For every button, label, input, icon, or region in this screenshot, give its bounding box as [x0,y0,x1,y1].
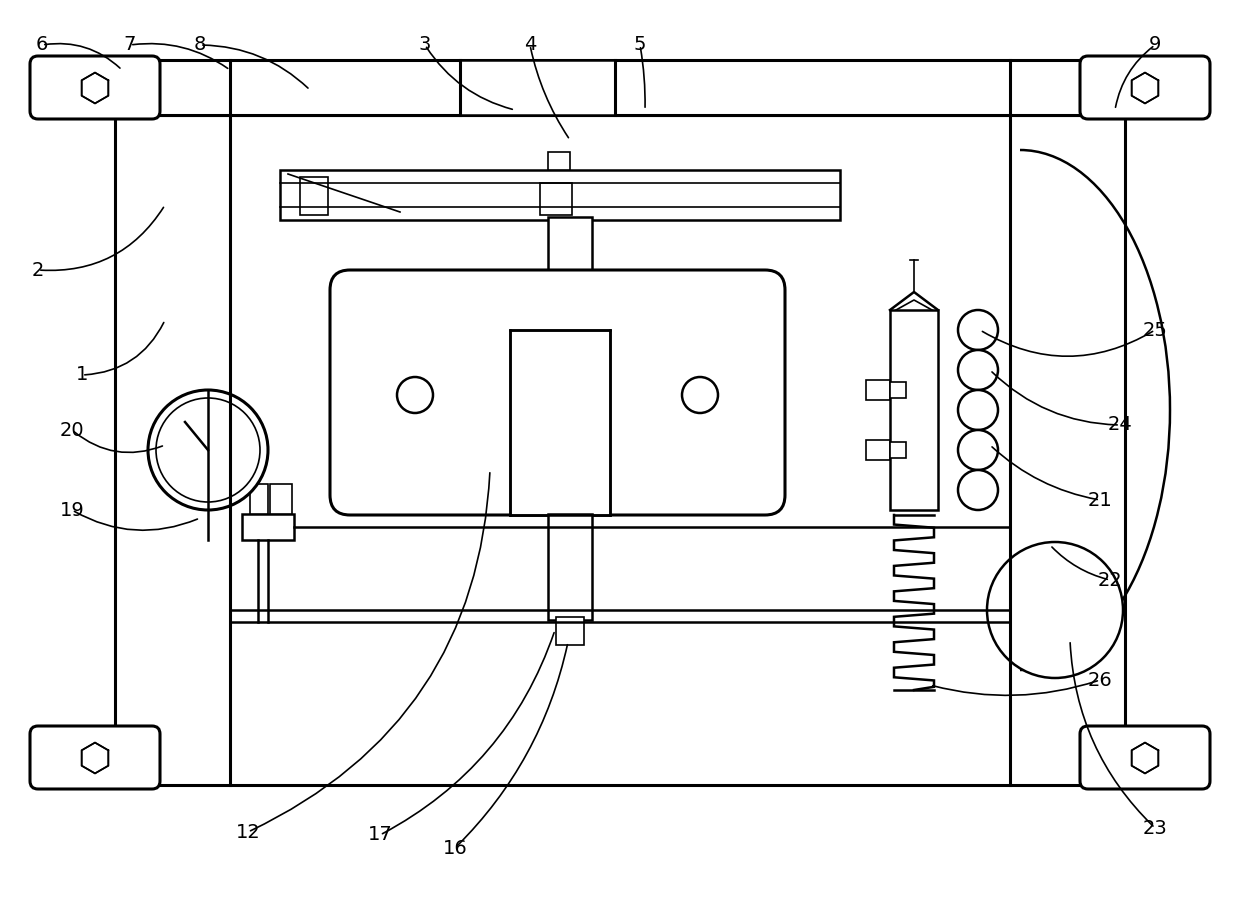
Circle shape [156,398,260,502]
Polygon shape [82,73,108,104]
Text: 24: 24 [1107,416,1132,435]
Text: 23: 23 [1142,818,1167,838]
Text: 17: 17 [367,825,392,844]
Bar [115,60,1125,115]
Bar [115,115,1125,785]
Polygon shape [82,742,108,773]
FancyBboxPatch shape [30,726,160,789]
Text: 19: 19 [60,500,84,519]
Bar [300,177,329,215]
Circle shape [959,430,998,470]
Text: 16: 16 [443,839,467,858]
Text: 25: 25 [1142,320,1167,339]
Bar [866,440,890,460]
Text: 7: 7 [124,35,136,55]
Text: 12: 12 [236,823,260,842]
FancyBboxPatch shape [30,56,160,119]
Bar [548,514,591,620]
Text: 20: 20 [60,420,84,439]
Bar [890,310,937,510]
Bar [250,484,268,514]
Bar [866,380,890,400]
Bar [460,60,615,115]
Bar [890,382,906,398]
Bar [510,330,610,515]
Circle shape [959,350,998,390]
Bar [539,183,572,215]
Text: 26: 26 [1087,670,1112,689]
Circle shape [148,390,268,510]
Bar [548,152,570,170]
Circle shape [987,542,1123,678]
Bar [890,442,906,458]
Circle shape [682,377,718,413]
Circle shape [397,377,433,413]
Text: 3: 3 [419,35,432,55]
Text: 21: 21 [1087,491,1112,509]
Text: 5: 5 [634,35,646,55]
Polygon shape [1132,742,1158,773]
Text: 4: 4 [523,35,536,55]
Text: 2: 2 [32,260,45,280]
Bar [556,617,584,645]
Text: 1: 1 [76,365,88,384]
Text: 8: 8 [193,35,206,55]
Bar [242,514,294,540]
Circle shape [959,390,998,430]
Circle shape [959,310,998,350]
Text: 22: 22 [1097,571,1122,590]
Bar [280,170,839,220]
FancyBboxPatch shape [1080,56,1210,119]
FancyBboxPatch shape [330,270,785,515]
Circle shape [959,470,998,510]
Bar [548,217,591,272]
FancyBboxPatch shape [1080,726,1210,789]
Text: 9: 9 [1148,35,1161,55]
Bar [270,484,291,514]
Text: 6: 6 [36,35,48,55]
Polygon shape [1132,73,1158,104]
